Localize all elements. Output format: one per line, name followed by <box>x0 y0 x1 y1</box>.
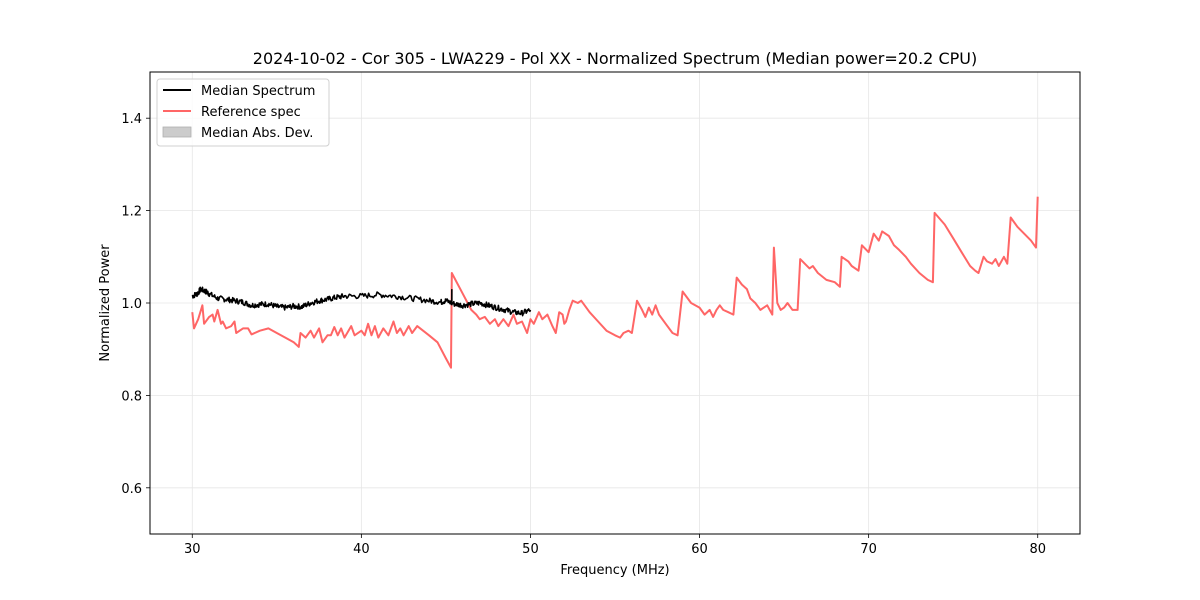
x-tick-label: 60 <box>691 542 708 557</box>
y-tick-label: 1.2 <box>121 205 142 220</box>
y-tick-label: 0.6 <box>121 482 142 497</box>
median-spectrum-line <box>191 286 532 317</box>
x-tick-label: 40 <box>353 542 370 557</box>
legend-label-reference-spec: Reference spec <box>201 105 301 120</box>
reference-spec-line <box>191 196 1039 369</box>
y-tick-label: 1.0 <box>121 297 142 312</box>
y-tick-label: 1.4 <box>121 112 142 127</box>
series-layer <box>191 196 1039 369</box>
y-tick-label: 0.8 <box>121 389 142 404</box>
x-tick-label: 30 <box>184 542 201 557</box>
legend-label-median-abs-dev: Median Abs. Dev. <box>201 126 313 141</box>
chart-title: 2024-10-02 - Cor 305 - LWA229 - Pol XX -… <box>253 49 977 68</box>
legend: Median Spectrum Reference spec Median Ab… <box>156 78 330 147</box>
y-axis-label: Normalized Power <box>98 244 113 362</box>
x-tick-label: 80 <box>1029 542 1046 557</box>
plot-area <box>191 196 1039 369</box>
x-axis-label: Frequency (MHz) <box>560 563 669 578</box>
legend-swatch-median-abs-dev <box>162 126 192 138</box>
grid <box>150 72 1080 534</box>
y-axis: 0.6 0.8 1.0 1.2 1.4 <box>121 112 150 497</box>
x-tick-label: 50 <box>522 542 539 557</box>
x-axis: 30 40 50 60 70 80 <box>184 534 1046 557</box>
x-tick-label: 70 <box>860 542 877 557</box>
legend-label-median-spectrum: Median Spectrum <box>201 84 315 99</box>
legend-box <box>156 78 330 147</box>
